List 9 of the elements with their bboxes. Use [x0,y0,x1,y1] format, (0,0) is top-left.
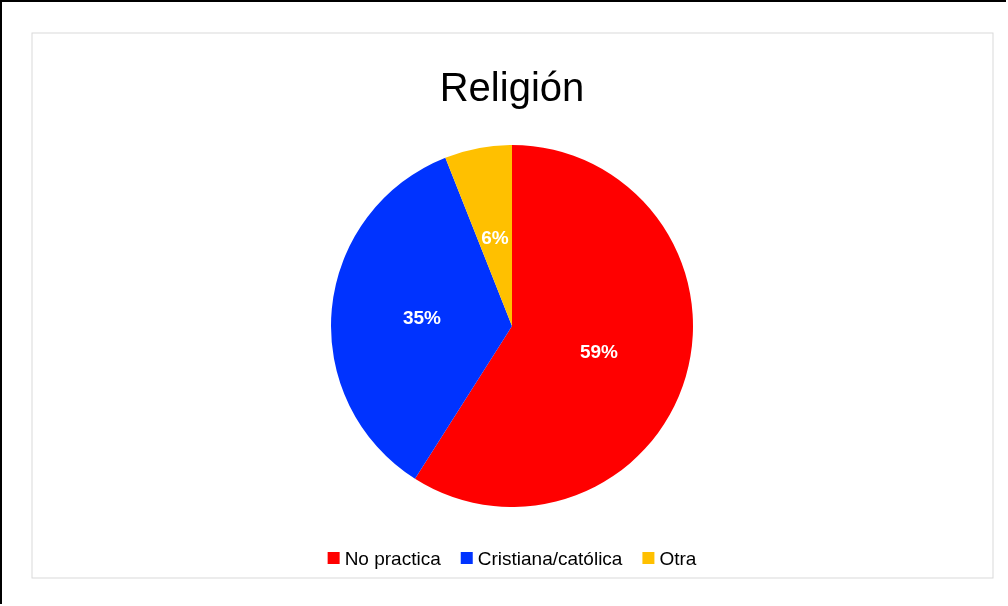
legend-label: Otra [659,547,697,569]
legend-label: Cristiana/católica [477,547,623,569]
pie-slice [445,145,512,326]
data-label: 59% [579,340,619,362]
chart-title: Religión [439,65,585,109]
data-label: 6% [481,226,509,248]
pie-slice [331,157,512,479]
data-label: 35% [402,307,442,329]
legend-label: No practica [344,547,442,569]
